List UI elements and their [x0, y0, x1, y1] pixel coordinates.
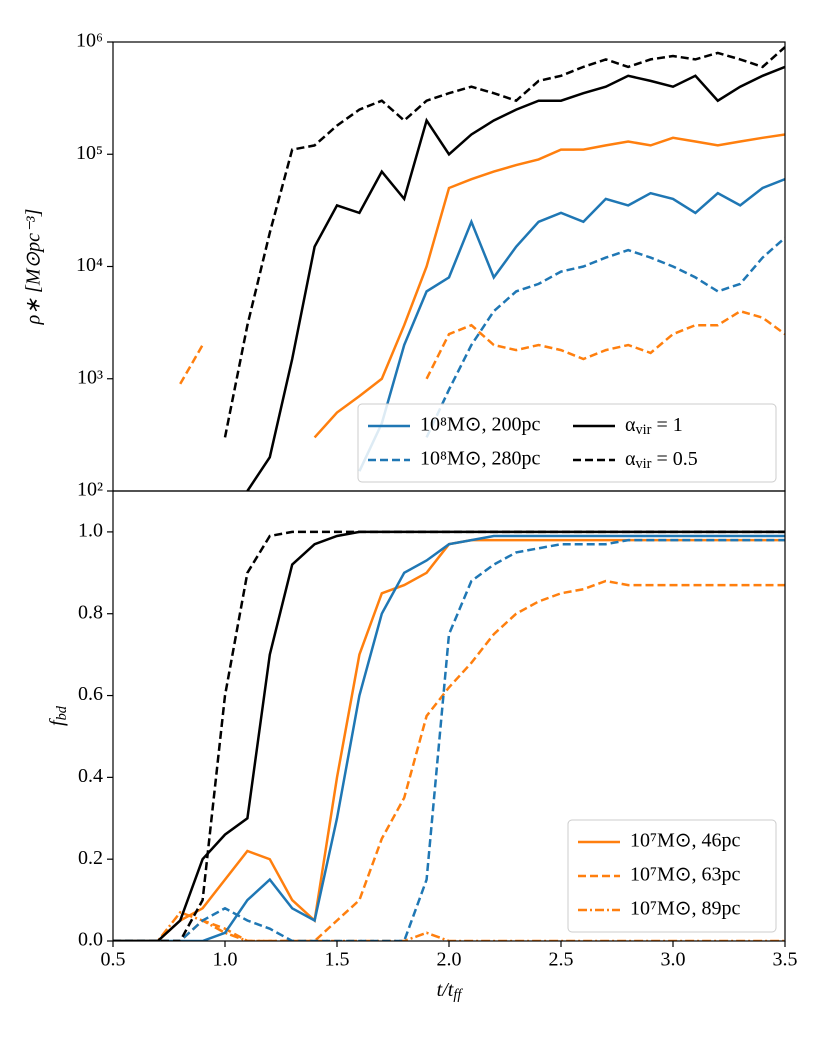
series-line [113, 534, 785, 941]
x-tick-label: 0.5 [101, 949, 126, 971]
y-tick-label: 10² [77, 479, 103, 501]
x-tick-label: 2.0 [437, 949, 462, 971]
series-line [223, 46, 785, 438]
y-tick-label: 0.2 [78, 847, 103, 869]
y-tick-label: 0.8 [78, 601, 103, 623]
plot-lines [113, 530, 785, 941]
y-axis-label: ρ∗ [M⊙pc⁻³] [23, 209, 45, 326]
legend-label: 10⁷M⊙, 63pc [630, 864, 741, 886]
series-line [358, 178, 785, 472]
series-line [179, 309, 785, 385]
legend-label: 10⁸M⊙, 200pc [420, 414, 541, 436]
series-line [113, 579, 785, 941]
series-line [425, 236, 785, 438]
x-tick-label: 1.0 [213, 949, 238, 971]
legend-label: 10⁷M⊙, 46pc [630, 830, 741, 852]
x-tick-label: 1.5 [325, 949, 350, 971]
series-line [246, 65, 785, 491]
y-tick-label: 0.4 [78, 765, 103, 787]
legend-label: 10⁸M⊙, 280pc [420, 448, 541, 470]
y-tick-label: 1.0 [78, 520, 103, 542]
series-line [313, 133, 785, 439]
legend-box [357, 403, 777, 483]
legend-label: αvir = 1 [625, 414, 683, 439]
x-tick-label: 3.0 [661, 949, 686, 971]
plot-lines [179, 46, 785, 491]
y-tick-label: 10⁴ [76, 254, 103, 276]
y-tick-label: 10⁵ [76, 142, 103, 164]
x-tick-label: 2.5 [549, 949, 574, 971]
legend-box [567, 819, 777, 933]
y-tick-label: 0.0 [78, 929, 103, 951]
y-tick-label: 10⁶ [76, 30, 103, 52]
legend-label: 10⁷M⊙, 89pc [630, 898, 741, 920]
series-line [113, 530, 785, 941]
x-axis-label: t/tff [437, 979, 464, 1004]
y-tick-label: 0.6 [78, 683, 103, 705]
y-tick-label: 10³ [77, 366, 103, 388]
series-line [113, 538, 785, 941]
x-tick-label: 3.5 [773, 949, 798, 971]
legend-label: αvir = 0.5 [625, 448, 698, 473]
y-axis-label: fbd [46, 705, 71, 726]
